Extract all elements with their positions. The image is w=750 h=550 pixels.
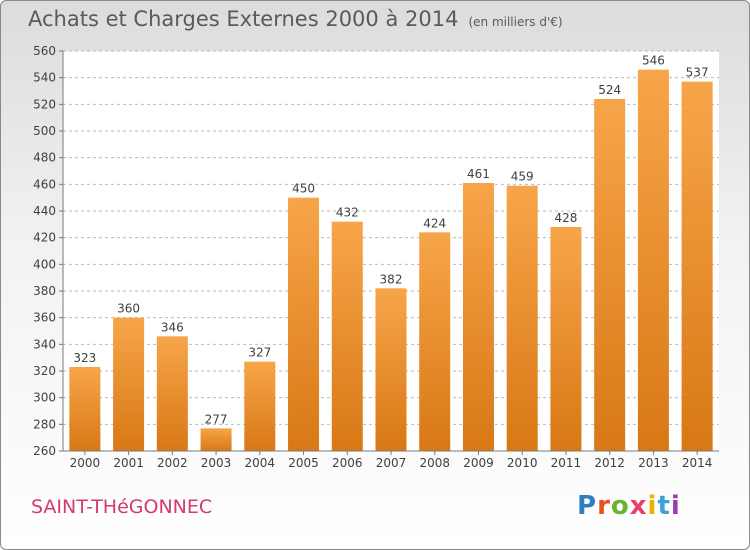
logo-letter: i	[647, 491, 658, 521]
proxiti-logo: Proxiti	[577, 491, 681, 521]
bar	[288, 197, 320, 451]
bar	[594, 99, 626, 451]
chart-subtitle: (en milliers d'€)	[468, 15, 563, 29]
bar	[681, 81, 713, 452]
bar	[331, 221, 363, 451]
title-text: Achats et Charges Externes 2000 à 2014	[28, 7, 459, 31]
data-label: 450	[292, 182, 315, 196]
x-tick-label: 2008	[419, 456, 450, 470]
x-tick-label: 2009	[463, 456, 494, 470]
data-label: 524	[598, 83, 621, 97]
data-label: 432	[336, 206, 359, 220]
data-label: 382	[380, 272, 403, 286]
y-tick-label: 500	[33, 124, 56, 138]
x-tick-label: 2004	[245, 456, 276, 470]
x-tick-label: 2001	[113, 456, 144, 470]
y-tick-label: 440	[33, 204, 56, 218]
data-label: 323	[73, 351, 96, 365]
x-tick-label: 2006	[332, 456, 363, 470]
x-tick-label: 2013	[638, 456, 669, 470]
data-label: 424	[423, 216, 446, 230]
logo-letter: i	[670, 491, 681, 521]
chart-title: Achats et Charges Externes 2000 à 2014 (e…	[28, 7, 563, 31]
logo-letter: P	[577, 491, 598, 521]
town-name: SAINT-THéGONNEC	[31, 496, 213, 518]
y-tick-label: 280	[33, 417, 56, 431]
logo-letter: o	[610, 491, 630, 521]
data-label: 327	[248, 346, 271, 360]
bar	[113, 317, 145, 451]
bar	[69, 367, 101, 451]
bar	[375, 288, 407, 451]
y-tick-label: 520	[33, 97, 56, 111]
y-tick-label: 460	[33, 177, 56, 191]
bar	[506, 185, 538, 451]
y-tick-label: 320	[33, 364, 56, 378]
bar	[550, 227, 582, 451]
x-tick-label: 2012	[594, 456, 625, 470]
data-label: 346	[161, 320, 184, 334]
x-tick-label: 2014	[682, 456, 713, 470]
y-tick-label: 340	[33, 337, 56, 351]
x-tick-label: 2003	[201, 456, 232, 470]
data-label: 459	[511, 170, 534, 184]
bar	[419, 232, 451, 451]
data-label: 546	[642, 54, 665, 68]
data-label: 277	[205, 412, 228, 426]
bar	[244, 361, 276, 451]
logo-letter: x	[629, 491, 648, 521]
y-tick-label: 560	[33, 44, 56, 58]
x-tick-label: 2000	[70, 456, 101, 470]
y-tick-label: 260	[33, 444, 56, 458]
data-label: 461	[467, 167, 490, 181]
logo-letter: r	[597, 491, 611, 521]
data-label: 428	[554, 211, 577, 225]
x-tick-label: 2007	[376, 456, 407, 470]
logo-letter: t	[657, 491, 671, 521]
y-tick-label: 300	[33, 391, 56, 405]
bar	[462, 183, 494, 451]
data-label: 537	[686, 66, 709, 80]
y-tick-label: 400	[33, 257, 56, 271]
x-tick-label: 2010	[507, 456, 538, 470]
y-tick-label: 540	[33, 71, 56, 85]
data-label: 360	[117, 302, 140, 316]
bar	[637, 69, 669, 452]
y-tick-label: 480	[33, 151, 56, 165]
bar	[156, 336, 188, 451]
x-tick-label: 2005	[288, 456, 319, 470]
x-tick-label: 2002	[157, 456, 188, 470]
y-tick-label: 360	[33, 311, 56, 325]
y-tick-label: 420	[33, 231, 56, 245]
y-tick-label: 380	[33, 284, 56, 298]
x-tick-label: 2011	[551, 456, 582, 470]
bar	[200, 428, 232, 451]
